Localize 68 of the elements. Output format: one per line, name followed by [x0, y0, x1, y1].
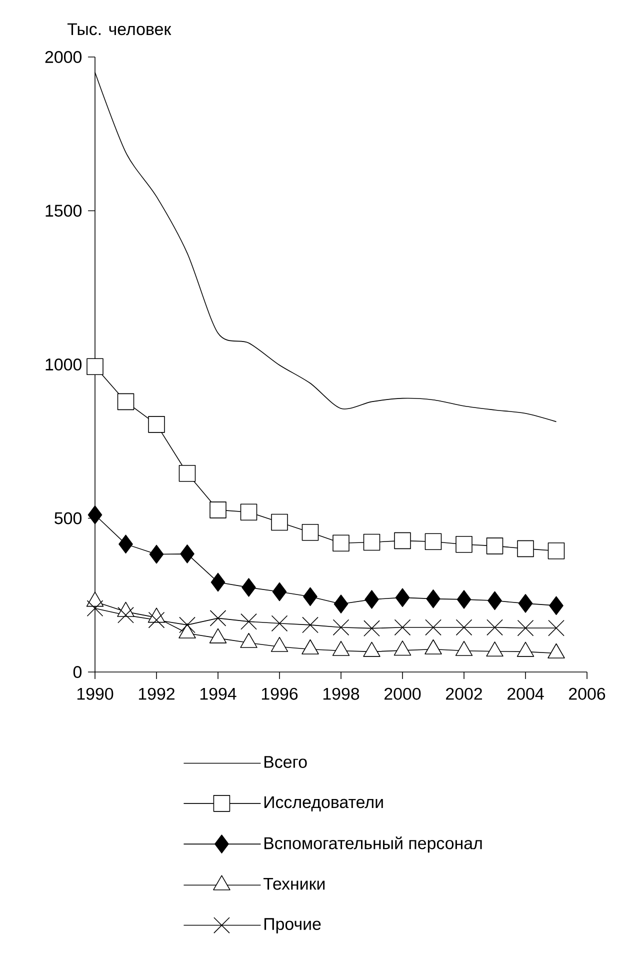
point	[180, 544, 194, 564]
y-tick-label: 0	[73, 666, 82, 678]
y-tick-label: 1000	[46, 358, 82, 370]
point	[210, 610, 226, 626]
point	[364, 590, 379, 609]
point	[117, 393, 134, 410]
point	[334, 594, 348, 614]
legend-label: Вспомогательный персонал	[264, 836, 482, 853]
point	[240, 504, 258, 520]
y-axis-title: Тыс. человек	[67, 23, 172, 36]
point	[118, 534, 133, 554]
point	[242, 578, 256, 597]
y-tick-label: 1500	[46, 204, 82, 217]
legend-label: Исследователи	[264, 796, 383, 812]
point	[302, 524, 319, 541]
y-tick-label: 2000	[45, 50, 82, 63]
point	[271, 615, 288, 632]
point	[272, 582, 287, 602]
point	[518, 594, 533, 613]
point	[302, 616, 318, 634]
point	[240, 613, 257, 630]
point	[148, 612, 165, 628]
point	[456, 619, 472, 636]
point	[517, 620, 534, 636]
point	[425, 619, 442, 636]
point	[210, 572, 226, 592]
point	[395, 588, 410, 607]
point	[486, 619, 503, 636]
point	[394, 619, 411, 636]
point	[456, 536, 472, 553]
x-tick-label: 1990	[77, 688, 114, 700]
point	[549, 596, 564, 615]
point	[148, 416, 165, 433]
point	[548, 542, 565, 560]
point	[488, 591, 502, 610]
legend-label: Техники	[263, 878, 325, 890]
point	[364, 620, 380, 637]
point	[517, 540, 534, 558]
point	[149, 544, 164, 564]
legend-label: Всего	[264, 756, 307, 768]
point	[86, 358, 104, 376]
legend-label: Прочие	[264, 918, 321, 934]
point	[86, 600, 104, 617]
x-tick-label: 1992	[138, 688, 174, 700]
point	[363, 534, 380, 551]
point	[118, 606, 134, 624]
point	[456, 590, 472, 609]
x-tick-label: 2004	[508, 688, 544, 700]
x-tick-label: 1996	[262, 688, 298, 700]
x-tick-label: 2002	[446, 688, 482, 700]
point	[332, 619, 350, 636]
point	[178, 464, 196, 482]
point	[88, 505, 102, 524]
point	[548, 620, 564, 636]
x-tick-label: 2000	[384, 688, 421, 700]
x-tick-label: 2006	[569, 688, 606, 700]
y-tick-label: 500	[54, 512, 82, 524]
point	[210, 502, 226, 518]
point	[179, 616, 196, 634]
point	[303, 587, 318, 606]
point	[424, 533, 442, 550]
x-tick-label: 1994	[200, 688, 236, 700]
point	[486, 538, 504, 554]
point	[426, 589, 440, 608]
point	[271, 514, 288, 531]
point	[394, 532, 411, 550]
x-tick-label: 1998	[323, 688, 360, 700]
point	[332, 534, 350, 552]
